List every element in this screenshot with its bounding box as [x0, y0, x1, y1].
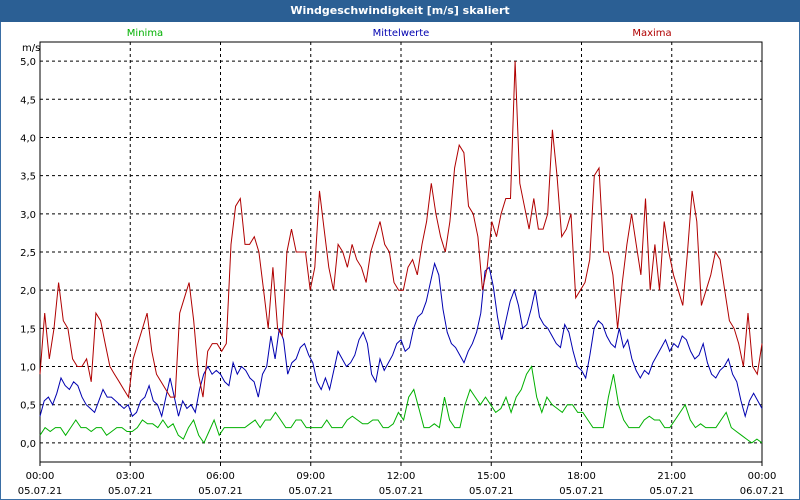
x-tick-date: 05.07.21: [469, 486, 514, 497]
x-tick-time: 21:00: [657, 471, 686, 482]
x-tick-date: 06.07.21: [740, 486, 785, 497]
x-tick-time: 18:00: [567, 471, 596, 482]
series-line-mittelwerte: [39, 261, 763, 419]
x-tick-date: 05.07.21: [108, 486, 153, 497]
y-tick-label: 1,5: [20, 324, 36, 335]
y-tick-label: 1,0: [20, 363, 36, 374]
series-line-minima: [39, 365, 763, 444]
x-tick-date: 05.07.21: [649, 486, 694, 497]
x-tick-time: 09:00: [296, 471, 325, 482]
series-line-maxima: [39, 61, 763, 399]
x-tick-date: 05.07.21: [288, 486, 333, 497]
y-tick-label: 2,0: [20, 286, 36, 297]
x-tick-time: 03:00: [116, 471, 145, 482]
legend-maxima: Maxima: [632, 28, 671, 39]
chart-title: Windgeschwindigkeit [m/s] skaliert: [0, 0, 800, 22]
x-tick-date: 05.07.21: [198, 486, 243, 497]
x-tick-date: 05.07.21: [559, 486, 604, 497]
x-tick-time: 00:00: [748, 471, 777, 482]
y-tick-label: 3,5: [20, 172, 36, 183]
legend-mittelwerte: Mittelwerte: [373, 28, 430, 39]
x-tick-date: 05.07.21: [18, 486, 63, 497]
y-tick-label: 5,0: [20, 57, 36, 68]
legend-minima: Minima: [127, 28, 163, 39]
x-tick-time: 00:00: [26, 471, 55, 482]
y-tick-label: 4,0: [20, 133, 36, 144]
x-tick-date: 05.07.21: [379, 486, 424, 497]
y-tick-label: 0,5: [20, 401, 36, 412]
y-tick-label: 2,5: [20, 248, 36, 259]
x-tick-time: 15:00: [477, 471, 506, 482]
y-tick-label: 0,0: [20, 439, 36, 450]
y-tick-label: 4,5: [20, 95, 36, 106]
y-axis-label: m/s: [22, 43, 40, 54]
x-tick-time: 06:00: [206, 471, 235, 482]
x-tick-time: 12:00: [387, 471, 416, 482]
y-tick-label: 3,0: [20, 210, 36, 221]
